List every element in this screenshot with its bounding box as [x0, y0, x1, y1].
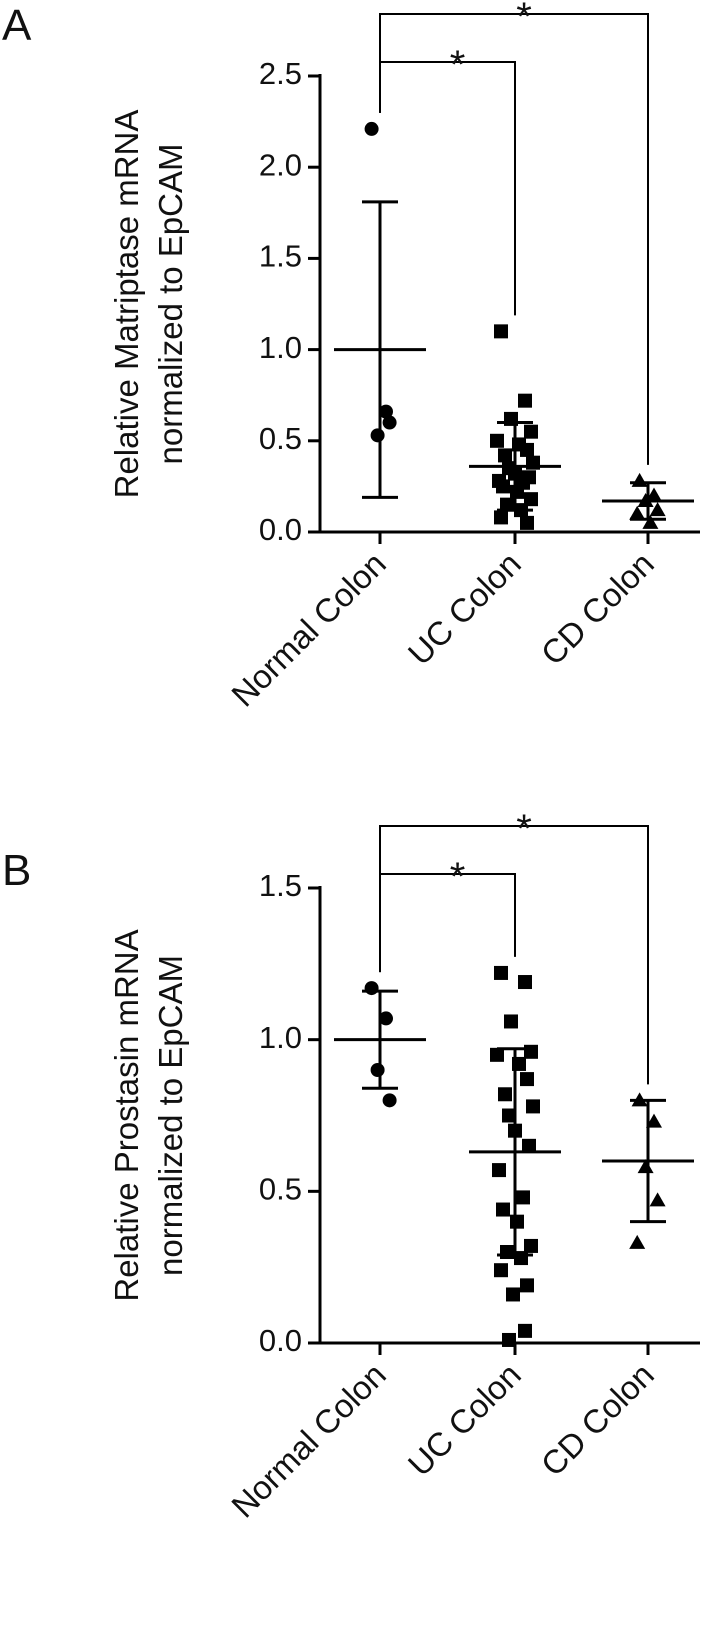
data-point	[370, 428, 385, 443]
data-point	[494, 1263, 508, 1278]
data-point	[520, 1278, 534, 1293]
y-tick-label: 0.5	[259, 1172, 302, 1207]
significance-label: *	[450, 855, 466, 899]
data-point	[524, 492, 538, 507]
data-point	[524, 424, 538, 439]
data-point	[502, 1108, 516, 1123]
y-axis-label: normalized to EpCAM	[152, 955, 189, 1276]
data-point	[382, 1093, 397, 1108]
data-point	[516, 1190, 530, 1205]
y-axis-label: Relative Matriptase mRNA	[108, 110, 145, 499]
significance-label: *	[450, 43, 466, 87]
data-point	[642, 514, 659, 529]
y-tick-label: 1.0	[259, 1020, 302, 1055]
x-tick-label: UC Colon	[401, 545, 528, 672]
data-point	[494, 965, 508, 980]
x-tick-label: Normal Colon	[224, 545, 393, 714]
data-point	[526, 1099, 540, 1114]
data-point	[522, 1138, 536, 1153]
data-point	[500, 1245, 514, 1259]
data-point	[490, 1047, 504, 1062]
data-point	[364, 121, 379, 136]
y-tick-label: 1.0	[259, 330, 302, 365]
y-tick-label: 0.0	[259, 512, 302, 547]
y-axis-label: normalized to EpCAM	[152, 144, 189, 465]
data-point	[518, 393, 532, 408]
data-point	[524, 1044, 538, 1059]
data-point	[504, 1014, 518, 1029]
data-point	[382, 415, 397, 430]
significance-label: *	[516, 807, 532, 851]
data-point	[524, 1238, 538, 1253]
data-point	[649, 1192, 666, 1207]
y-tick-label: 2.0	[259, 147, 302, 182]
y-tick-label: 0.5	[259, 421, 302, 456]
significance-bracket	[379, 873, 516, 973]
y-tick-label: 2.5	[259, 56, 302, 91]
data-point	[637, 1159, 654, 1174]
x-tick-label: CD Colon	[534, 1356, 661, 1483]
significance-bracket	[379, 61, 516, 316]
data-point	[498, 1087, 512, 1102]
y-tick-label: 1.5	[259, 239, 302, 274]
data-point	[370, 1063, 385, 1077]
data-point	[518, 1323, 532, 1338]
data-point	[379, 404, 393, 419]
data-point	[520, 515, 534, 530]
data-point	[510, 484, 524, 499]
data-point	[492, 1163, 506, 1178]
x-tick-label: Normal Colon	[224, 1356, 393, 1525]
data-point	[379, 1011, 393, 1026]
data-point	[496, 1202, 510, 1217]
data-point	[520, 442, 534, 457]
data-point	[500, 497, 514, 512]
data-point	[649, 502, 666, 517]
data-point	[502, 1332, 516, 1347]
data-point	[490, 433, 504, 448]
data-point	[494, 510, 508, 525]
y-tick-label: 1.5	[259, 868, 302, 903]
panel-label: B	[2, 846, 31, 895]
data-point	[646, 487, 662, 502]
y-tick-label: 0.0	[259, 1323, 302, 1358]
y-axis-label: Relative Prostasin mRNA	[108, 929, 145, 1301]
data-point	[646, 1113, 662, 1128]
data-point	[520, 1072, 534, 1087]
data-point	[498, 448, 512, 463]
data-point	[506, 1287, 520, 1302]
x-tick-label: CD Colon	[534, 545, 661, 672]
significance-label: *	[516, 0, 532, 39]
data-point	[494, 324, 508, 339]
data-point	[510, 1214, 524, 1229]
data-point	[629, 1234, 646, 1249]
data-point	[518, 975, 532, 990]
data-point	[364, 981, 379, 996]
data-point	[496, 479, 510, 494]
panel-label: A	[2, 1, 32, 50]
data-point	[631, 472, 648, 487]
data-point	[629, 505, 646, 520]
x-tick-label: UC Colon	[401, 1356, 528, 1483]
